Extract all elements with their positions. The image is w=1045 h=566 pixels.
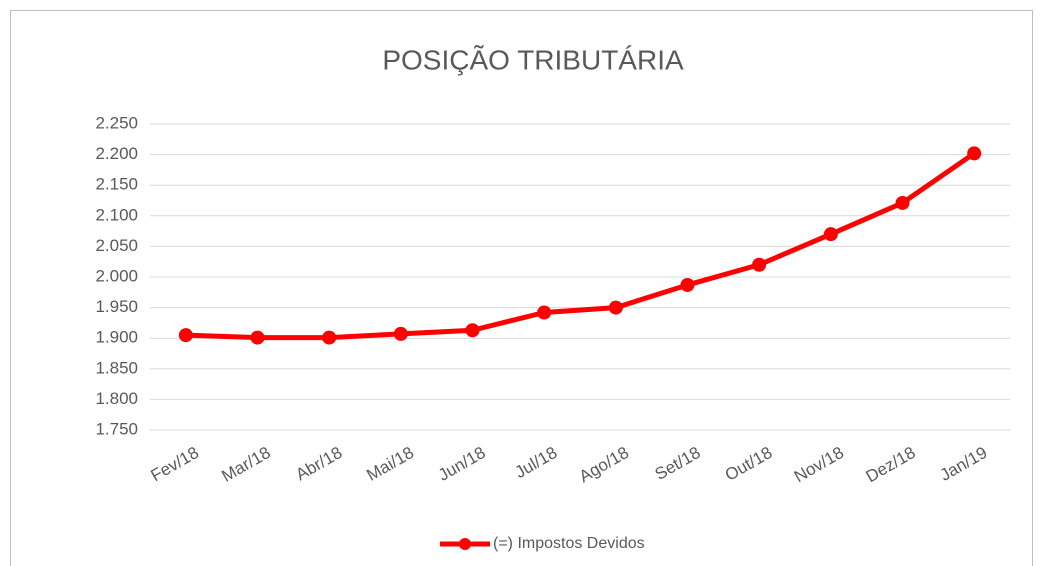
y-tick-label: 1.900	[95, 328, 138, 347]
y-tick-label: 1.800	[95, 389, 138, 408]
legend-marker	[459, 538, 471, 550]
data-point	[608, 300, 623, 315]
y-tick-label: 2.100	[95, 205, 138, 224]
y-tick-label: 2.000	[95, 266, 138, 285]
series-line	[185, 151, 976, 341]
data-point	[322, 330, 337, 345]
y-tick-label: 2.250	[95, 113, 138, 132]
chart-title: POSIÇÃO TRIBUTÁRIA	[382, 44, 684, 75]
data-point	[465, 323, 480, 338]
data-point	[895, 195, 910, 210]
data-point	[178, 328, 193, 343]
y-tick-label: 1.950	[95, 297, 138, 316]
y-tick-label: 1.850	[95, 358, 138, 377]
y-tick-label: 2.200	[95, 144, 138, 163]
data-point	[823, 227, 838, 242]
data-point	[393, 326, 408, 341]
data-point	[967, 146, 982, 161]
y-tick-label: 2.150	[95, 175, 138, 194]
data-point	[537, 305, 552, 320]
data-point	[680, 277, 695, 292]
legend-label: (=) Impostos Devidos	[493, 535, 645, 552]
chart-border	[10, 10, 1033, 566]
data-point	[250, 330, 265, 345]
y-tick-label: 1.750	[95, 419, 138, 438]
data-point	[752, 257, 767, 272]
y-tick-label: 2.050	[95, 236, 138, 255]
